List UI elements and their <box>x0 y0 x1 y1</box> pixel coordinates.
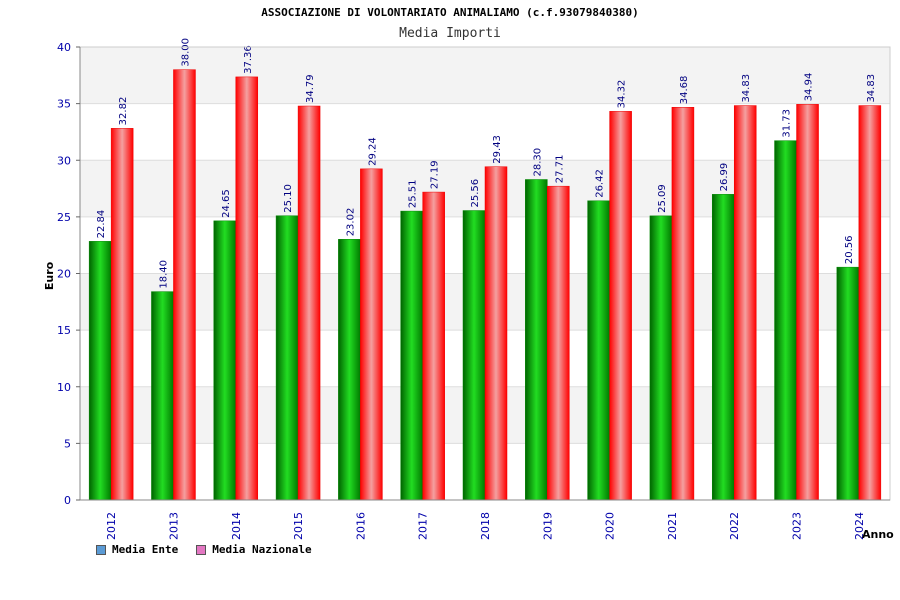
y-tick-label: 0 <box>64 494 71 507</box>
value-label-media-nazionale-2017: 27.19 <box>430 160 441 189</box>
bar-media-nazionale-2015 <box>297 105 321 501</box>
value-label-media-ente-2013: 18.40 <box>158 260 169 289</box>
x-tick-label-2019: 2019 <box>541 512 554 540</box>
x-axis-label: Anno <box>862 528 894 541</box>
bar-media-ente-2017 <box>400 210 423 501</box>
bar-media-ente-2024 <box>836 266 860 501</box>
grid-band <box>80 103 890 161</box>
value-label-media-ente-2018: 25.56 <box>470 179 481 208</box>
value-label-media-nazionale-2020: 34.32 <box>617 80 628 109</box>
value-label-media-ente-2023: 31.73 <box>782 109 793 138</box>
x-tick-label-2014: 2014 <box>230 512 243 540</box>
bar-media-nazionale-2018 <box>484 166 508 501</box>
bar-media-nazionale-2014 <box>235 76 259 501</box>
value-label-media-ente-2012: 22.84 <box>96 210 107 239</box>
x-tick-label-2023: 2023 <box>791 512 804 540</box>
bar-media-ente-2020 <box>587 200 610 501</box>
y-tick-label: 35 <box>57 98 71 111</box>
grid-band <box>80 47 890 104</box>
x-tick-label-2022: 2022 <box>728 512 741 540</box>
x-tick-label-2024: 2024 <box>853 512 866 540</box>
y-tick-label: 15 <box>57 324 71 337</box>
value-label-media-nazionale-2014: 37.36 <box>243 45 254 74</box>
bar-media-ente-2022 <box>711 194 735 501</box>
y-tick-label: 5 <box>64 437 71 450</box>
value-label-media-ente-2015: 25.10 <box>283 184 294 213</box>
y-tick-label: 20 <box>57 268 71 281</box>
chart-subtitle: Media Importi <box>399 26 501 41</box>
bar-media-nazionale-2019 <box>547 185 570 501</box>
bar-media-nazionale-2016 <box>360 168 383 501</box>
bar-media-ente-2016 <box>338 239 361 501</box>
x-tick-label-2021: 2021 <box>666 512 679 540</box>
bar-media-ente-2018 <box>462 210 486 501</box>
bar-media-nazionale-2021 <box>671 106 695 501</box>
y-axis-label: Euro <box>43 261 56 290</box>
x-tick-label-2018: 2018 <box>479 512 492 540</box>
x-tick-label-2015: 2015 <box>292 512 305 540</box>
value-label-media-ente-2022: 26.99 <box>719 163 730 192</box>
legend-label-media-nazionale: Media Nazionale <box>212 543 312 556</box>
bar-media-ente-2015 <box>275 215 299 501</box>
bar-media-ente-2019 <box>525 179 548 501</box>
x-tick-label-2017: 2017 <box>417 512 430 540</box>
value-label-media-nazionale-2021: 34.68 <box>679 76 690 105</box>
x-tick-label-2020: 2020 <box>604 512 617 540</box>
bar-media-nazionale-2020 <box>609 111 632 501</box>
value-label-media-nazionale-2019: 27.71 <box>554 155 565 184</box>
value-label-media-nazionale-2022: 34.83 <box>741 74 752 103</box>
chart-title: ASSOCIAZIONE DI VOLONTARIATO ANIMALIAMO … <box>261 6 639 19</box>
bar-media-nazionale-2012 <box>110 128 134 501</box>
value-label-media-nazionale-2024: 34.83 <box>866 74 877 103</box>
legend-label-media-ente: Media Ente <box>112 543 179 556</box>
x-tick-label-2016: 2016 <box>354 512 367 540</box>
bar-media-nazionale-2013 <box>173 69 196 501</box>
value-label-media-ente-2016: 23.02 <box>345 208 356 237</box>
bar-media-nazionale-2017 <box>422 191 445 501</box>
bar-media-ente-2012 <box>88 241 112 501</box>
y-tick-label: 30 <box>57 154 71 167</box>
legend-item-media-ente: Media Ente <box>96 543 178 556</box>
bar-media-ente-2014 <box>213 220 237 501</box>
y-tick-label: 40 <box>57 41 71 54</box>
legend-swatch-media-ente <box>96 544 106 555</box>
value-label-media-nazionale-2013: 38.00 <box>180 38 191 67</box>
value-label-media-ente-2021: 25.09 <box>657 184 668 213</box>
value-label-media-nazionale-2018: 29.43 <box>492 135 503 164</box>
value-label-media-ente-2024: 20.56 <box>844 236 855 265</box>
x-tick-label-2012: 2012 <box>105 512 118 540</box>
value-label-media-ente-2014: 24.65 <box>221 189 232 218</box>
legend: Media Ente Media Nazionale <box>96 543 312 556</box>
x-tick-label-2013: 2013 <box>167 512 180 540</box>
bar-media-nazionale-2022 <box>733 105 757 501</box>
value-label-media-nazionale-2012: 32.82 <box>118 97 129 126</box>
y-tick-label: 25 <box>57 211 71 224</box>
bar-media-ente-2021 <box>649 215 673 501</box>
value-label-media-ente-2020: 26.42 <box>595 169 606 198</box>
bar-media-ente-2023 <box>774 140 797 501</box>
value-label-media-nazionale-2015: 34.79 <box>305 74 316 103</box>
bar-media-nazionale-2024 <box>858 105 882 501</box>
value-label-media-ente-2019: 28.30 <box>532 148 543 177</box>
legend-item-media-nazionale: Media Nazionale <box>196 543 312 556</box>
y-tick-label: 10 <box>57 381 71 394</box>
bar-media-nazionale-2023 <box>796 104 819 501</box>
value-label-media-nazionale-2016: 29.24 <box>367 137 378 166</box>
value-label-media-ente-2017: 25.51 <box>408 179 419 208</box>
value-label-media-nazionale-2023: 34.94 <box>804 73 815 102</box>
legend-swatch-media-nazionale <box>196 544 207 555</box>
bar-media-ente-2013 <box>151 291 174 501</box>
